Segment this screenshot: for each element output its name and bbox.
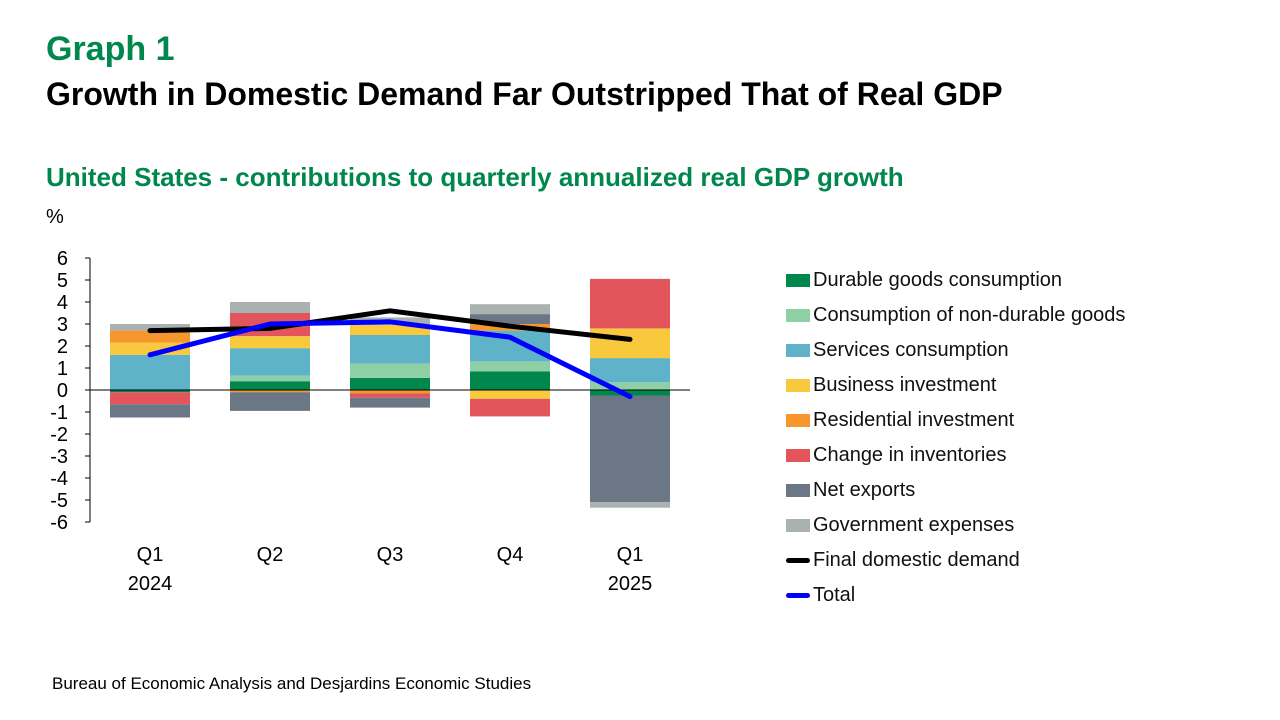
legend-item: Residential investment	[786, 403, 1266, 438]
chart-subtitle: United States - contributions to quarter…	[46, 162, 904, 192]
bar-segment	[350, 325, 430, 335]
legend-swatch	[786, 558, 810, 563]
legend-label: Durable goods consumption	[813, 269, 1063, 291]
series-line-total	[147, 319, 633, 400]
legend-item: Business investment	[786, 368, 1266, 403]
bar-segment	[470, 304, 550, 315]
legend-label: Final domestic demand	[813, 549, 1020, 571]
legend-swatch	[786, 274, 810, 287]
source-note: Bureau of Economic Analysis and Desjardi…	[52, 674, 532, 693]
y-tick-label: 3	[57, 314, 68, 336]
x-tick-label: Q1	[137, 544, 164, 566]
legend-swatch	[786, 309, 810, 322]
y-tick-label: 1	[57, 358, 68, 380]
legend-item: Services consumption	[786, 333, 1266, 368]
bar-segment	[110, 404, 190, 418]
x-tick-label: Q4	[497, 544, 524, 566]
y-axis-unit: %	[46, 206, 64, 228]
legend-label: Services consumption	[813, 339, 1009, 361]
y-tick-label: 6	[57, 248, 68, 270]
chart-title: Growth in Domestic Demand Far Outstrippe…	[46, 76, 1003, 112]
x-tick-label: Q1	[617, 544, 644, 566]
bar-segment	[230, 381, 310, 390]
legend-swatch	[786, 449, 810, 462]
legend-item: Total	[786, 578, 1266, 613]
bar-segment	[230, 390, 310, 393]
legend-item: Change in inventories	[786, 438, 1266, 473]
bar-segment	[470, 390, 550, 399]
y-tick-label: 5	[57, 270, 68, 292]
bar-segment	[470, 361, 550, 372]
bar-segment	[230, 336, 310, 349]
x-tick-sublabel: 2024	[128, 573, 173, 595]
bar-segment	[230, 375, 310, 382]
x-tick-sublabel: 2025	[608, 573, 653, 595]
bar-segment	[230, 348, 310, 376]
legend-swatch	[786, 593, 810, 598]
bar-segment	[470, 314, 550, 324]
bar-segment	[470, 371, 550, 390]
y-tick-label: 4	[57, 292, 68, 314]
y-tick-label: -1	[50, 402, 68, 424]
bar-segment	[350, 363, 430, 378]
legend-swatch	[786, 344, 810, 357]
bar-segment	[110, 392, 190, 405]
legend-label: Change in inventories	[813, 444, 1007, 466]
series-line-final-domestic-demand	[147, 308, 633, 342]
bar-segment	[590, 382, 670, 390]
legend-swatch	[786, 484, 810, 497]
legend-swatch	[786, 414, 810, 427]
legend-swatch	[786, 379, 810, 392]
graph-label: Graph 1	[46, 30, 175, 68]
x-tick-label: Q2	[257, 544, 284, 566]
bar-segment	[350, 335, 430, 364]
bar-segment	[350, 397, 430, 408]
y-tick-label: -2	[50, 424, 68, 446]
bar-segment	[590, 502, 670, 508]
legend-label: Government expenses	[813, 514, 1015, 536]
bar-segment	[230, 392, 310, 411]
legend-swatch	[786, 519, 810, 532]
legend-label: Total	[813, 584, 856, 606]
y-tick-label: -6	[50, 512, 68, 534]
bar-segment	[470, 398, 550, 417]
legend-label: Net exports	[813, 479, 916, 501]
y-tick-label: -4	[50, 468, 68, 490]
legend-item: Government expenses	[786, 508, 1266, 543]
y-tick-label: -5	[50, 490, 68, 512]
bar-segment	[350, 393, 430, 398]
bar-segment	[110, 354, 190, 390]
bar-segment	[590, 328, 670, 359]
bar-segment	[350, 377, 430, 390]
bar-segment	[230, 302, 310, 313]
bar-segment	[590, 358, 670, 383]
y-tick-label: -3	[50, 446, 68, 468]
legend-item: Durable goods consumption	[786, 263, 1266, 298]
y-tick-label: 2	[57, 336, 68, 358]
chart-legend: Durable goods consumption Consumption of …	[786, 263, 1266, 613]
legend-item: Final domestic demand	[786, 543, 1266, 578]
legend-label: Consumption of non-durable goods	[813, 304, 1126, 326]
bar-segment	[110, 330, 190, 343]
x-tick-label: Q3	[377, 544, 404, 566]
legend-item: Consumption of non-durable goods	[786, 298, 1266, 333]
bar-segment	[110, 390, 190, 393]
bar-segment	[350, 390, 430, 394]
legend-label: Business investment	[813, 374, 997, 396]
legend-item: Net exports	[786, 473, 1266, 508]
bar-segment	[590, 395, 670, 503]
bar-segment	[590, 278, 670, 329]
bar-segment	[110, 324, 190, 331]
y-tick-label: 0	[57, 380, 68, 402]
bar-segment	[590, 390, 670, 396]
legend-label: Residential investment	[813, 409, 1015, 431]
